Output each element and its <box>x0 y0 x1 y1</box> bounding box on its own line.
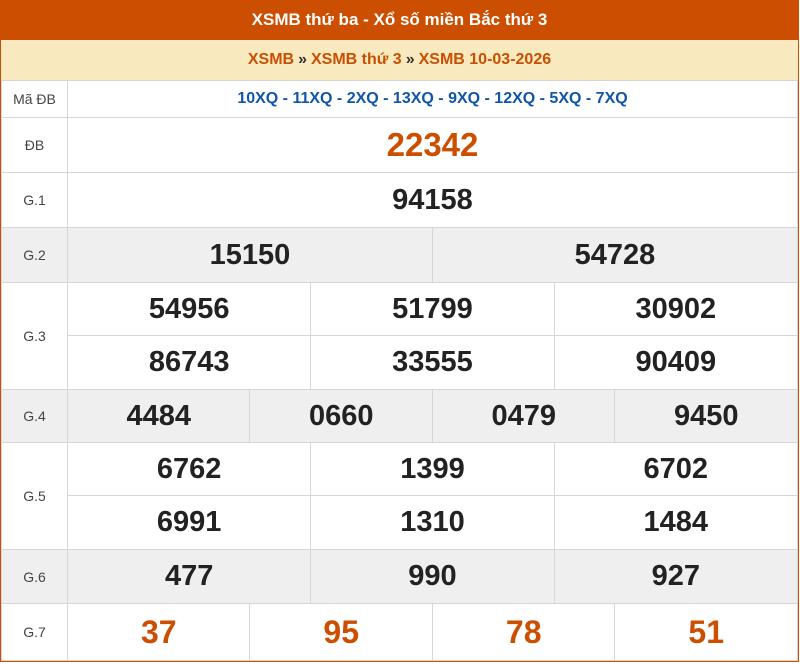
prize-number: 1484 <box>553 495 799 550</box>
prize-number: 4484 <box>66 389 251 443</box>
row-g6: G.6 477 990 927 <box>1 549 799 604</box>
label-g2: G.2 <box>1 227 68 283</box>
row-g3: G.3 54956 51799 30902 <box>1 282 799 390</box>
prize-number: 6762 <box>66 442 312 496</box>
breadcrumb-date[interactable]: XSMB 10-03-2026 <box>418 51 552 68</box>
results-table: Mã ĐB 10XQ - 11XQ - 2XQ - 13XQ - 9XQ - 1… <box>1 80 799 661</box>
label-g3: G.3 <box>1 282 68 390</box>
label-db: ĐB <box>1 117 68 173</box>
breadcrumb-separator: » <box>298 51 307 68</box>
prize-number: 1310 <box>310 495 555 550</box>
label-g5: G.5 <box>1 442 68 550</box>
prize-number: 54728 <box>431 227 799 283</box>
row-g5: G.5 6762 1399 6702 <box>1 442 799 550</box>
prize-number: 6991 <box>66 495 312 550</box>
breadcrumb-xsmb-thu-3[interactable]: XSMB thứ 3 <box>311 51 402 68</box>
prize-number: 6702 <box>553 442 799 496</box>
label-g7: G.7 <box>1 603 68 661</box>
prize-number: 15150 <box>67 227 433 283</box>
breadcrumb-xsmb[interactable]: XSMB <box>247 51 295 68</box>
row-g7: G.7 37 95 78 51 <box>1 603 798 661</box>
prize-number: 1399 <box>310 442 555 496</box>
row-ma-db: Mã ĐB 10XQ - 11XQ - 2XQ - 13XQ - 9XQ - 1… <box>1 80 798 118</box>
prize-number: 30902 <box>553 282 799 336</box>
prize-number: 51 <box>614 603 798 661</box>
row-g3-2: 86743 33555 90409 <box>2 335 799 390</box>
row-g1: G.1 94158 <box>1 172 798 228</box>
row-g2: G.2 15150 54728 <box>1 227 799 283</box>
prize-number: 927 <box>553 549 799 604</box>
prize-number: 9450 <box>614 389 798 443</box>
prize-number: 0479 <box>431 389 616 443</box>
label-g4: G.4 <box>1 389 68 443</box>
ma-db-codes: 10XQ - 11XQ - 2XQ - 13XQ - 9XQ - 12XQ - … <box>67 80 798 118</box>
prize-number: 78 <box>431 603 616 661</box>
prize-number: 54956 <box>66 282 312 336</box>
breadcrumb: XSMB » XSMB thứ 3 » XSMB 10-03-2026 <box>1 40 798 80</box>
prize-number: 86743 <box>66 335 312 390</box>
prize-number: 33555 <box>310 335 555 390</box>
prize-number: 90409 <box>553 335 799 390</box>
row-db: ĐB 22342 <box>1 117 798 173</box>
special-prize-number: 22342 <box>67 117 798 173</box>
prize-number: 37 <box>66 603 251 661</box>
label-g1: G.1 <box>1 172 68 228</box>
page-title: XSMB thứ ba - Xổ số miền Bắc thứ 3 <box>1 0 798 40</box>
row-g5-2: 6991 1310 1484 <box>2 495 799 550</box>
prize-number: 51799 <box>310 282 555 336</box>
label-ma-db: Mã ĐB <box>1 80 68 118</box>
prize-number: 95 <box>249 603 433 661</box>
breadcrumb-separator: » <box>405 51 415 68</box>
prize-number: 94158 <box>67 172 798 228</box>
prize-number: 990 <box>310 549 555 604</box>
prize-number: 477 <box>66 549 312 604</box>
label-g6: G.6 <box>1 549 68 604</box>
row-g4: G.4 4484 0660 0479 9450 <box>1 389 798 443</box>
prize-number: 0660 <box>249 389 433 443</box>
